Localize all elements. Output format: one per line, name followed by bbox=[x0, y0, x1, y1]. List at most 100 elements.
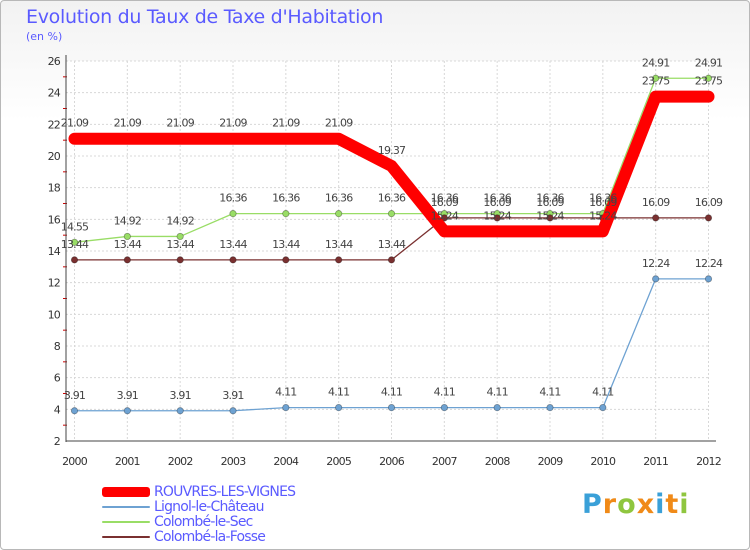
data-label: 13.44 bbox=[378, 238, 406, 251]
data-label: 16.09 bbox=[536, 196, 564, 209]
data-label: 4.11 bbox=[434, 386, 455, 399]
logo-letter: i bbox=[655, 489, 666, 520]
data-point bbox=[704, 74, 713, 82]
proxiti-logo: Proxiti bbox=[582, 489, 690, 520]
data-point bbox=[70, 256, 79, 264]
chart-title: Evolution du Taux de Taxe d'Habitation bbox=[26, 6, 384, 28]
data-label: 13.44 bbox=[166, 238, 194, 251]
x-tick-label: 2007 bbox=[432, 455, 458, 468]
data-point bbox=[282, 210, 290, 218]
x-tick-label: 2010 bbox=[590, 455, 616, 468]
data-label: 16.36 bbox=[219, 192, 247, 205]
data-point bbox=[229, 407, 237, 415]
data-label: 13.44 bbox=[61, 238, 89, 251]
logo-letter: r bbox=[602, 489, 618, 520]
data-label: 24.91 bbox=[695, 56, 723, 69]
data-label: 16.36 bbox=[272, 192, 300, 205]
legend-item: Colombé-le-Sec bbox=[102, 513, 295, 530]
data-label: 16.09 bbox=[642, 196, 670, 209]
data-label: 21.09 bbox=[219, 117, 247, 130]
x-tick-label: 2008 bbox=[485, 455, 511, 468]
logo-letter: o bbox=[617, 489, 637, 520]
legend-swatch bbox=[102, 505, 150, 508]
y-tick-label: 10 bbox=[48, 308, 61, 321]
data-label: 13.44 bbox=[114, 238, 142, 251]
grid bbox=[66, 60, 710, 442]
data-point bbox=[176, 407, 184, 415]
data-point bbox=[387, 403, 396, 412]
data-label: 16.36 bbox=[536, 192, 564, 205]
data-label: 16.36 bbox=[431, 192, 459, 205]
series bbox=[68, 74, 715, 415]
legend: ROUVRES-LES-VIGNES Lignol-le-Château Colom… bbox=[102, 483, 296, 545]
data-label: 4.11 bbox=[592, 386, 613, 399]
x-tick-label: 2006 bbox=[379, 455, 405, 468]
y-tick-label: 22 bbox=[48, 118, 60, 131]
data-label: 15.24 bbox=[483, 209, 511, 222]
data-point bbox=[70, 407, 79, 415]
legend-label: Lignol-le-Château bbox=[154, 498, 265, 515]
data-point bbox=[229, 210, 237, 218]
logo-letter: x bbox=[636, 489, 656, 520]
data-point bbox=[599, 403, 607, 412]
y-tick-label: 2 bbox=[54, 435, 60, 448]
data-point bbox=[652, 275, 660, 283]
data-point bbox=[176, 232, 184, 241]
x-tick-label: 2005 bbox=[326, 455, 352, 468]
data-label: 4.11 bbox=[487, 386, 508, 399]
legend-label: Colombé-le-Sec bbox=[154, 513, 253, 530]
data-label: 4.11 bbox=[328, 386, 349, 399]
data-label: 3.91 bbox=[117, 389, 138, 402]
data-label: 21.09 bbox=[325, 117, 353, 130]
data-label: 16.36 bbox=[483, 192, 511, 205]
y-tick-label: 18 bbox=[48, 182, 61, 195]
data-label: 21.09 bbox=[61, 117, 89, 130]
data-label: 13.44 bbox=[272, 238, 300, 251]
y-tick-label: 24 bbox=[48, 87, 61, 100]
data-point bbox=[546, 403, 554, 412]
data-label: 4.11 bbox=[381, 386, 402, 399]
y-tick-label: 12 bbox=[48, 277, 60, 290]
x-tick-label: 2000 bbox=[62, 455, 88, 468]
data-label: 14.92 bbox=[166, 214, 194, 227]
data-label: 13.44 bbox=[325, 238, 353, 251]
data-point bbox=[704, 275, 713, 283]
legend-item: Lignol-le-Château bbox=[102, 498, 295, 515]
logo-letter: P bbox=[582, 489, 603, 520]
data-point bbox=[546, 214, 554, 222]
data-label: 15.24 bbox=[536, 209, 564, 222]
data-point bbox=[123, 232, 131, 241]
x-tick-label: 2001 bbox=[115, 455, 140, 468]
data-label: 4.11 bbox=[539, 386, 560, 399]
data-label: 15.24 bbox=[431, 209, 459, 222]
data-label: 3.91 bbox=[170, 389, 191, 402]
data-point bbox=[704, 214, 713, 222]
data-point bbox=[123, 407, 131, 415]
x-tick-label: 2011 bbox=[643, 455, 668, 468]
data-labels: 21.09 21.09 21.09 21.09 21.09 21.09 19.37 15.24… bbox=[61, 56, 724, 402]
data-label: 13.44 bbox=[219, 238, 247, 251]
data-point bbox=[70, 238, 79, 246]
data-point bbox=[493, 403, 501, 412]
legend-label: ROUVRES-LES-VIGNES bbox=[154, 483, 296, 500]
x-tick-label: 2002 bbox=[168, 455, 193, 468]
y-tick-label: 14 bbox=[48, 245, 61, 258]
data-label: 15.24 bbox=[589, 209, 617, 222]
legend-swatch bbox=[102, 535, 150, 538]
y-tick-label: 8 bbox=[54, 340, 61, 353]
unit-label: (en %) bbox=[26, 30, 63, 43]
legend-swatch bbox=[102, 520, 150, 523]
legend-item: ROUVRES-LES-VIGNES bbox=[102, 483, 296, 500]
data-point bbox=[652, 214, 660, 222]
data-label: 14.92 bbox=[114, 214, 142, 227]
data-label: 12.24 bbox=[695, 257, 723, 270]
data-point bbox=[176, 256, 184, 264]
y-tick-label: 26 bbox=[48, 55, 61, 68]
data-point bbox=[123, 256, 131, 264]
data-label: 12.24 bbox=[642, 257, 670, 270]
y-tick-label: 4 bbox=[54, 403, 61, 416]
data-label: 16.36 bbox=[378, 192, 406, 205]
data-label: 21.09 bbox=[272, 117, 300, 130]
data-label: 21.09 bbox=[114, 117, 142, 130]
data-label: 3.91 bbox=[64, 389, 85, 402]
